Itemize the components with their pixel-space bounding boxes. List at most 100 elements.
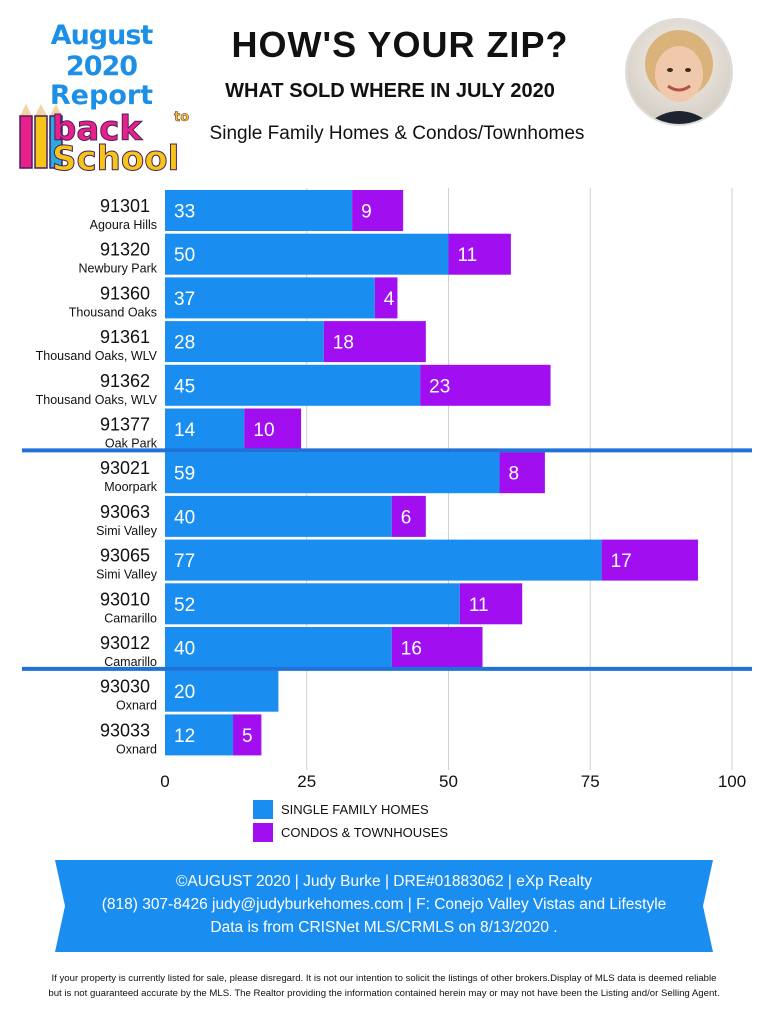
back-to-school-logo: back to School	[51, 109, 189, 179]
zip-label-91362: 91362	[100, 371, 150, 391]
bar-93012-series-0	[165, 627, 392, 668]
data-label-91362-series-0: 45	[174, 376, 195, 397]
data-label-93065-series-0: 77	[174, 551, 195, 572]
data-label-93012-series-0: 40	[174, 639, 195, 660]
x-tick-label-25: 25	[297, 772, 316, 791]
area-label-91360: Thousand Oaks	[69, 305, 157, 319]
data-label-91360-series-0: 37	[174, 289, 195, 310]
area-label-91361: Thousand Oaks, WLV	[36, 349, 158, 363]
zip-label-91320: 91320	[100, 240, 150, 260]
bar-93065-series-1	[601, 539, 698, 581]
legend-label-condos: CONDOS & TOWNHOUSES	[281, 825, 449, 840]
bar-93063-series-1	[391, 495, 426, 537]
bar-91301-series-0	[165, 190, 353, 231]
footer-contact: (818) 307-8426 judy@judyburkehomes.com |…	[101, 896, 667, 913]
pencils-icon	[19, 104, 63, 169]
x-tick-label-100: 100	[718, 772, 746, 791]
zip-label-93021: 93021	[100, 458, 150, 478]
data-label-91301-series-0: 33	[174, 202, 195, 223]
data-label-91377-series-1: 10	[253, 420, 274, 441]
bar-91362-series-1	[420, 364, 551, 406]
data-label-93065-series-1: 17	[611, 551, 632, 572]
zip-label-93030: 93030	[100, 677, 150, 697]
data-label-91320-series-1: 11	[458, 245, 478, 266]
zip-label-93063: 93063	[100, 502, 150, 522]
bar-93063-series-0	[165, 495, 392, 537]
bar-91360-series-0	[165, 277, 375, 319]
bar-93012-series-1	[391, 627, 483, 668]
data-label-91362-series-1: 23	[429, 376, 450, 397]
data-label-91301-series-1: 9	[361, 202, 372, 223]
area-label-93033: Oxnard	[116, 742, 157, 756]
bar-91361-series-0	[165, 321, 324, 363]
zip-label-91377: 91377	[100, 415, 150, 435]
bar-91361-series-1	[323, 321, 426, 363]
zip-label-91301: 91301	[100, 196, 150, 216]
area-label-91301: Agoura Hills	[90, 218, 157, 232]
page-title: HOW'S YOUR ZIP?	[231, 24, 569, 65]
area-label-93030: Oxnard	[116, 699, 157, 713]
area-label-93063: Simi Valley	[96, 524, 158, 538]
bar-91360-series-1	[374, 277, 398, 319]
data-label-91361-series-0: 28	[174, 333, 195, 354]
page-subtitle: WHAT SOLD WHERE IN JULY 2020	[225, 80, 555, 102]
legend-swatch-condos	[253, 823, 273, 842]
to-text: to	[174, 110, 190, 126]
bar-93033-series-0	[165, 714, 234, 756]
data-label-91361-series-1: 18	[333, 333, 354, 354]
legend-label-single-family: SINGLE FAMILY HOMES	[281, 802, 429, 817]
data-label-93010-series-1: 11	[469, 595, 489, 616]
badge-month: August 2020	[50, 20, 154, 82]
zip-label-93010: 93010	[100, 589, 150, 609]
data-label-91320-series-0: 50	[174, 245, 195, 266]
school-text: School	[51, 139, 180, 179]
portrait-icon	[627, 20, 731, 124]
back-text: back	[51, 109, 143, 149]
footer-banner	[55, 860, 713, 952]
badge-report: Report	[49, 80, 154, 111]
area-label-91320: Newbury Park	[79, 262, 158, 276]
x-tick-label-50: 50	[439, 772, 458, 791]
area-label-91377: Oak Park	[105, 437, 158, 451]
area-label-93010: Camarillo	[104, 611, 157, 625]
area-label-91362: Thousand Oaks, WLV	[36, 393, 158, 407]
data-label-93010-series-0: 52	[174, 595, 195, 616]
footer-text: ©AUGUST 2020 | Judy Burke | DRE#01883062…	[55, 870, 713, 939]
bar-93021-series-1	[499, 452, 545, 494]
zip-label-93033: 93033	[100, 720, 150, 740]
x-tick-label-0: 0	[160, 772, 169, 791]
bar-93010-series-1	[459, 583, 523, 625]
legend-swatch-single-family	[253, 800, 273, 819]
zip-label-93065: 93065	[100, 546, 150, 566]
bar-91377-series-0	[165, 408, 245, 450]
bar-91377-series-1	[244, 408, 302, 450]
area-label-93012: Camarillo	[104, 655, 157, 669]
data-label-93063-series-1: 6	[401, 507, 412, 528]
footer-copyright: ©AUGUST 2020 | Judy Burke | DRE#01883062…	[175, 873, 593, 890]
data-label-91377-series-0: 14	[174, 420, 196, 441]
data-label-93021-series-0: 59	[174, 464, 195, 485]
data-label-93063-series-0: 40	[174, 507, 195, 528]
disclaimer-line-2: but is not guaranteed accurate by the ML…	[48, 988, 720, 999]
bar-93010-series-0	[165, 583, 460, 625]
x-tick-label-75: 75	[581, 772, 600, 791]
bar-91301-series-1	[352, 190, 404, 231]
zip-label-91360: 91360	[100, 283, 150, 303]
data-label-91360-series-1: 4	[384, 289, 395, 310]
data-label-93033-series-1: 5	[242, 726, 253, 747]
bar-91362-series-0	[165, 364, 421, 406]
chart-subtitle: Single Family Homes & Condos/Townhomes	[209, 123, 585, 144]
disclaimer-line-1: If your property is currently listed for…	[51, 973, 717, 984]
area-label-93065: Simi Valley	[96, 568, 158, 582]
zip-label-91361: 91361	[100, 327, 150, 347]
area-label-93021: Moorpark	[104, 480, 158, 494]
data-label-93030-series-0: 20	[174, 682, 195, 703]
bar-93065-series-0	[165, 539, 602, 581]
data-label-93012-series-1: 16	[401, 639, 422, 660]
bar-93033-series-1	[233, 714, 262, 756]
report-badge: August 2020 Report	[14, 20, 189, 111]
zip-label-93012: 93012	[100, 633, 150, 653]
footer-data-source: Data is from CRISNet MLS/CRMLS on 8/13/2…	[210, 919, 558, 936]
avatar	[627, 20, 731, 124]
